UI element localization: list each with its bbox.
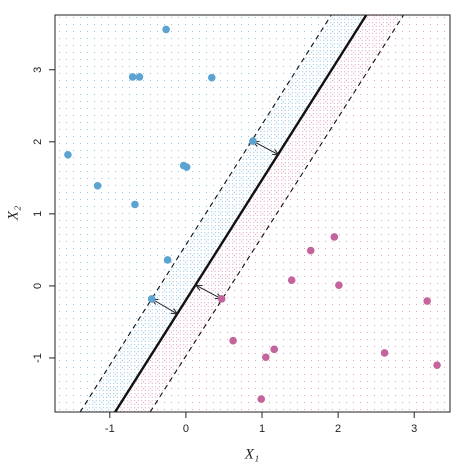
x-tick-label: 3 <box>411 423 417 435</box>
y-tick-label: 3 <box>32 67 44 73</box>
y-axis-label: X₂ <box>5 206 21 221</box>
point <box>330 233 339 241</box>
point <box>257 395 266 403</box>
plot-area <box>64 15 441 412</box>
x-tick-label: 2 <box>335 423 341 435</box>
margin-line <box>79 15 332 412</box>
point <box>306 246 315 255</box>
point <box>128 73 137 81</box>
point <box>229 336 237 345</box>
point <box>380 349 389 357</box>
y-tick-label: 1 <box>32 211 44 217</box>
point <box>147 295 156 303</box>
margin-arrow <box>152 299 178 314</box>
x-tick-label: -1 <box>105 423 115 435</box>
point <box>135 73 144 81</box>
margin-arrow <box>253 141 279 155</box>
point <box>207 73 216 82</box>
point <box>64 150 72 159</box>
point <box>93 181 102 190</box>
point <box>423 297 431 305</box>
point <box>163 256 172 264</box>
margin-region <box>115 15 404 412</box>
background-grid <box>55 15 450 412</box>
margin-arrow <box>196 285 222 299</box>
point <box>249 137 257 145</box>
y-tick-label: 2 <box>32 139 44 145</box>
x-tick-label: 1 <box>259 423 265 435</box>
point <box>217 295 226 303</box>
y-tick-label: 0 <box>32 283 44 289</box>
margin-line <box>149 15 405 412</box>
point <box>262 353 270 362</box>
point <box>162 25 170 34</box>
point <box>287 276 296 284</box>
point <box>270 345 278 354</box>
hyperplane <box>114 15 368 412</box>
x-tick-label: 0 <box>183 423 189 435</box>
point <box>182 163 191 171</box>
y-tick-label: -1 <box>32 353 44 363</box>
x-axis-label: X₁ <box>244 446 259 462</box>
point <box>131 200 139 209</box>
point <box>433 361 441 369</box>
point <box>335 281 343 289</box>
